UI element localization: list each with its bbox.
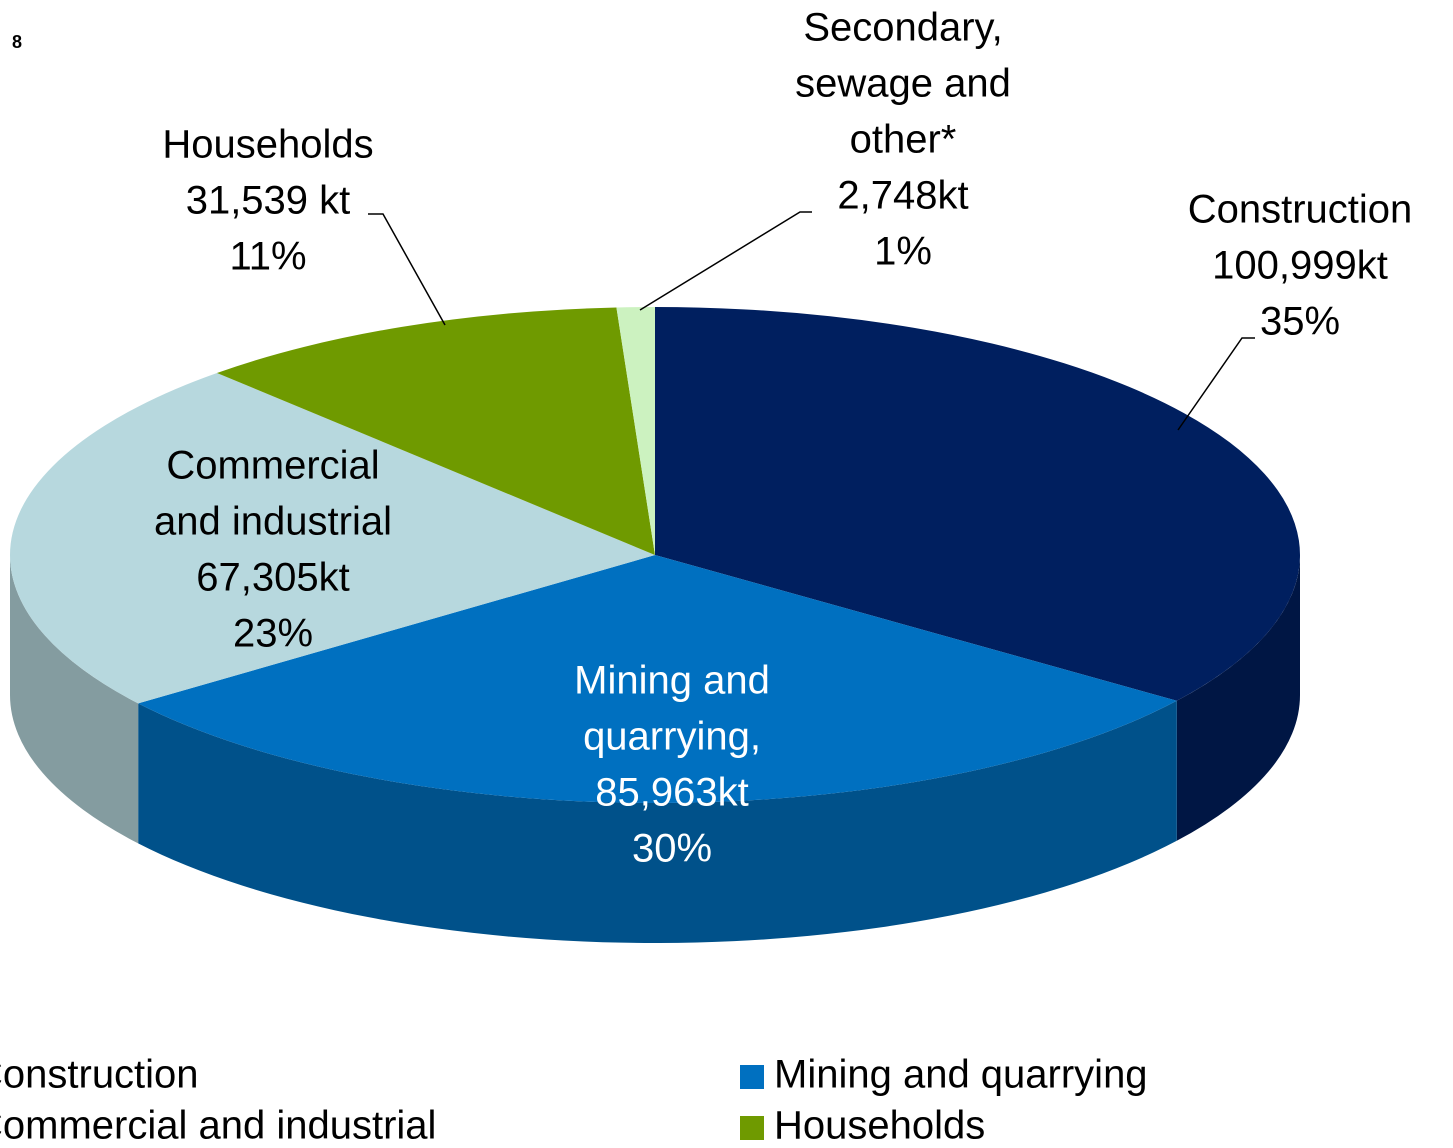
legend-label: Commercial and industrial xyxy=(0,1104,436,1148)
data-label-name: and industrial xyxy=(154,500,392,544)
leader-line xyxy=(639,211,812,311)
slice xyxy=(9,372,655,704)
data-label-name: other* xyxy=(850,118,957,162)
data-label-name: Construction xyxy=(1188,188,1413,232)
pie xyxy=(9,307,1300,944)
slice xyxy=(655,307,1300,701)
data-label-value: 85,963kt xyxy=(595,771,748,815)
data-label-percent: 11% xyxy=(229,235,306,279)
data-label-name: sewage and xyxy=(795,62,1011,106)
data-label-value: 2,748kt xyxy=(837,174,968,218)
data-label-percent: 1% xyxy=(874,230,932,274)
slice xyxy=(616,307,655,555)
leader-line xyxy=(368,213,446,326)
leader-line xyxy=(1177,337,1255,431)
legend-label: Construction xyxy=(0,1053,199,1097)
legend-marker xyxy=(740,1116,764,1140)
legend-label: Mining and quarrying xyxy=(774,1053,1148,1097)
corner-text: 8 xyxy=(12,32,22,52)
data-label-name: Secondary, xyxy=(803,6,1002,50)
slice xyxy=(216,307,656,555)
slice-side xyxy=(1176,555,1300,841)
legend-marker xyxy=(740,1065,764,1089)
data-label-name: quarrying, xyxy=(583,715,761,759)
data-label-name: Households xyxy=(162,123,373,167)
data-label-name: Commercial xyxy=(166,444,379,488)
legend-label: Households xyxy=(774,1104,985,1148)
data-label-value: 31,539 kt xyxy=(186,179,351,223)
data-label-value: 67,305kt xyxy=(196,556,349,600)
slice-side xyxy=(138,700,1177,944)
data-label-percent: 23% xyxy=(233,612,313,656)
slice xyxy=(138,555,1177,804)
slice-side xyxy=(10,555,139,844)
data-label-percent: 30% xyxy=(632,827,712,871)
data-label-name: Mining and xyxy=(574,659,770,703)
data-label-value: 100,999kt xyxy=(1212,244,1388,288)
data-label-percent: 35% xyxy=(1260,300,1340,344)
